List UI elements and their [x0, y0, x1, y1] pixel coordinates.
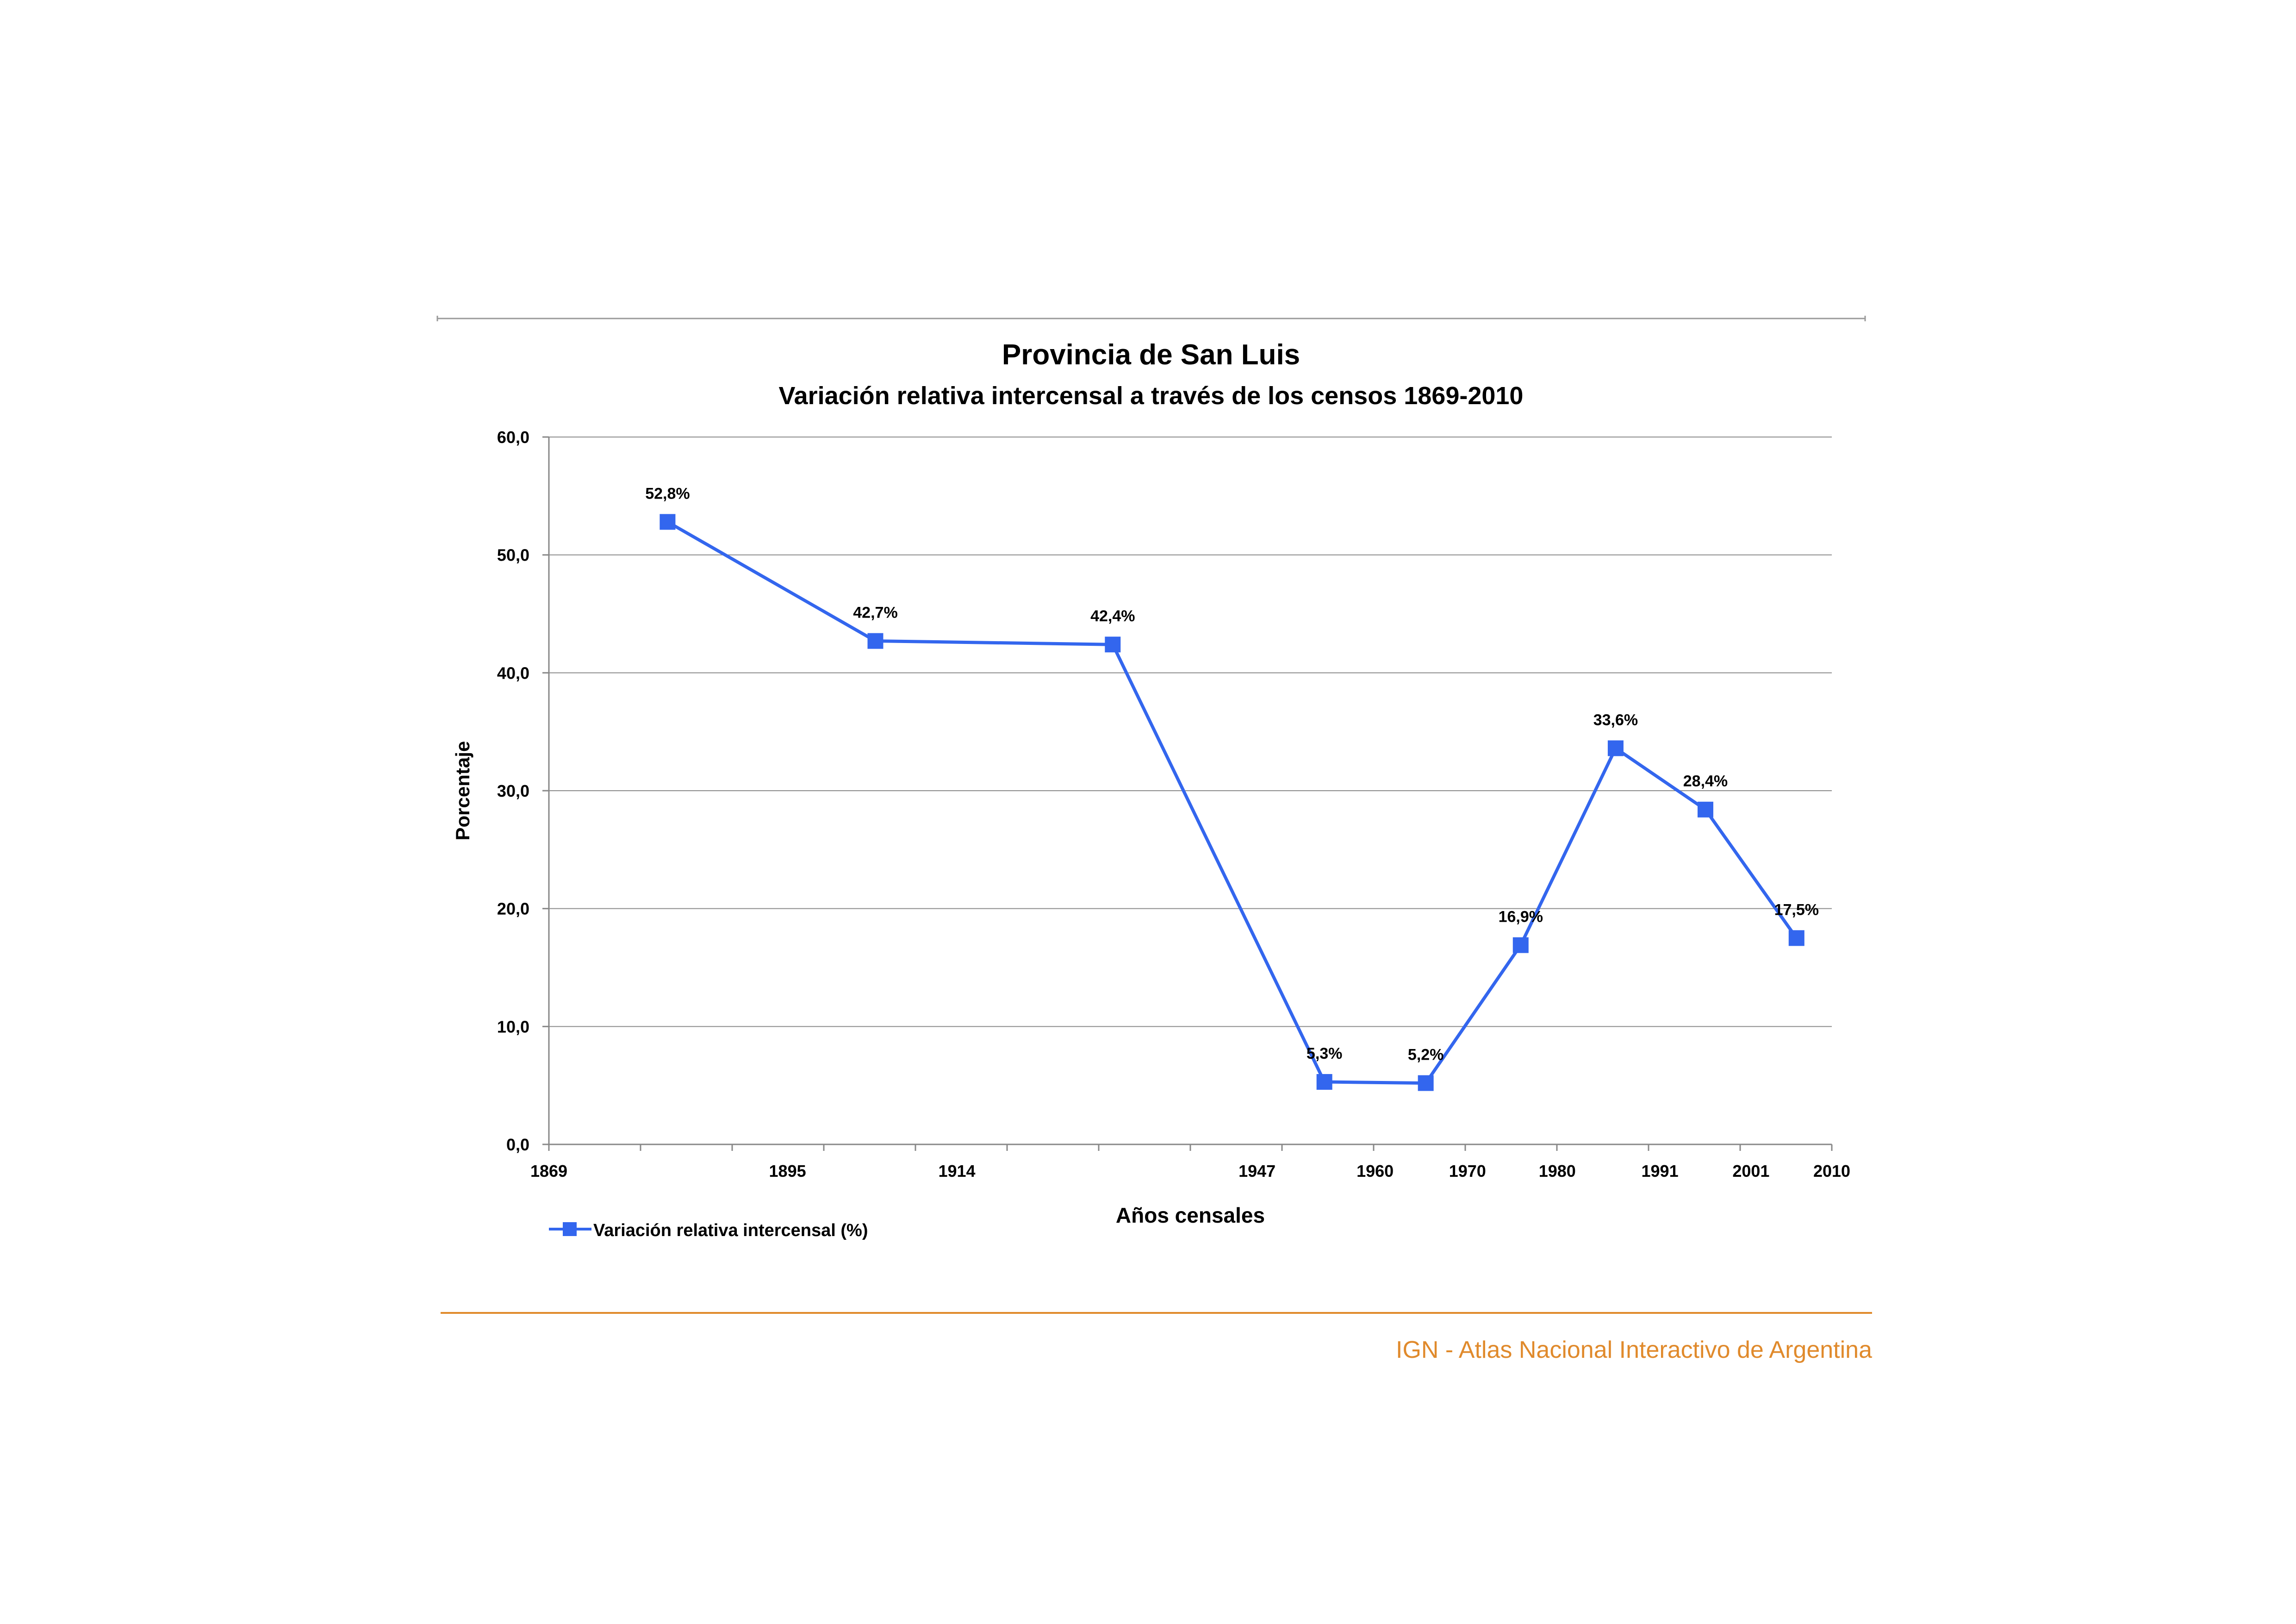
data-label: 42,7%: [853, 604, 897, 622]
data-point-marker: [1418, 1075, 1434, 1091]
data-point-marker: [1697, 801, 1713, 818]
series-line: [666, 520, 1798, 1085]
y-tick-label: 50,0: [497, 546, 529, 565]
grid-lines: [542, 436, 1832, 1145]
y-tick-label: 30,0: [497, 781, 529, 800]
y-tick-label: 60,0: [497, 428, 529, 447]
chart-subtitle: Variación relativa intercensal a través …: [779, 382, 1524, 410]
data-point-marker: [1105, 637, 1121, 653]
y-tick-labels: 0,0 10,0 20,0 30,0 40,0 50,0 60,0: [497, 428, 529, 1154]
x-tick-labels: 1869 1895 1914 1947 1960 1970 1980 1991 2001 2010: [530, 1162, 1850, 1181]
x-tick-label: 2001: [1732, 1162, 1769, 1181]
legend-marker: [563, 1222, 577, 1236]
data-label: 28,4%: [1683, 773, 1728, 790]
y-tick-label: 0,0: [506, 1135, 529, 1154]
x-ticks: [548, 1144, 1833, 1151]
data-label: 5,3%: [1307, 1045, 1343, 1062]
data-point-marker: [1316, 1074, 1332, 1090]
data-label: 5,2%: [1408, 1046, 1444, 1064]
data-label: 52,8%: [645, 485, 690, 502]
data-point-marker: [1512, 937, 1529, 953]
data-point-marker: [1788, 930, 1804, 946]
x-tick-label: 1960: [1356, 1162, 1394, 1181]
legend: Variación relativa intercensal (%): [549, 1221, 868, 1240]
x-tick-label: 1970: [1449, 1162, 1486, 1181]
x-tick-label: 1914: [938, 1162, 975, 1181]
y-tick-label: 10,0: [497, 1017, 529, 1036]
x-tick-label: 1980: [1539, 1162, 1576, 1181]
data-point-marker: [660, 514, 676, 530]
x-tick-label: 1869: [530, 1162, 567, 1181]
chart-title: Provincia de San Luis: [1002, 339, 1300, 371]
data-point-marker: [1607, 740, 1624, 756]
footer-credit: IGN - Atlas Nacional Interactivo de Arge…: [1396, 1337, 1872, 1363]
x-tick-label: 2010: [1813, 1162, 1850, 1181]
data-label: 33,6%: [1593, 711, 1638, 729]
data-label: 17,5%: [1774, 901, 1819, 918]
x-axis-title: Años censales: [1116, 1203, 1265, 1227]
data-point-marker: [867, 633, 884, 649]
legend-label: Variación relativa intercensal (%): [593, 1221, 868, 1240]
y-tick-label: 20,0: [497, 899, 529, 918]
x-tick-label: 1947: [1238, 1162, 1276, 1181]
data-label: 16,9%: [1499, 908, 1543, 926]
y-tick-label: 40,0: [497, 663, 529, 682]
series-line-group: 52,8% 42,7% 42,4% 5,3% 5,2% 16,9% 33,6% 28,4% 17…: [645, 485, 1819, 1091]
x-tick-label: 1895: [769, 1162, 806, 1181]
y-axis-title: Porcentaje: [452, 741, 473, 841]
data-label: 42,4%: [1090, 607, 1135, 625]
x-tick-label: 1991: [1642, 1162, 1679, 1181]
